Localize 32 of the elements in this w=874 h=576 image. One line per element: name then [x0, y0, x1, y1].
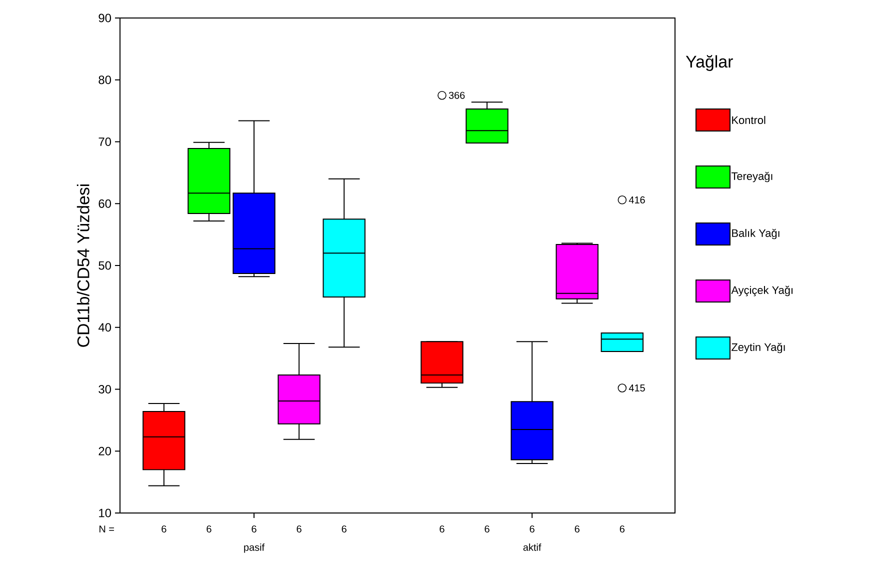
text: 6: [252, 525, 256, 533]
text: N =: [100, 526, 114, 532]
text: 6: [530, 525, 534, 533]
y-tick-label: 90: [98, 14, 112, 22]
text: 6: [484, 525, 490, 533]
text: 6: [342, 525, 346, 533]
y-tick-label: 60: [98, 199, 112, 208]
y-tick-label: 50: [98, 261, 112, 270]
text: 6: [162, 525, 166, 533]
legend-label: Tereyağı: [731, 172, 772, 182]
annotation: 366: [448, 92, 465, 99]
text: 6: [296, 525, 302, 533]
x-tick-label: pasif: [244, 544, 265, 553]
annotation: 416: [628, 196, 645, 204]
y-axis-title: CD11b/CD54 Yüzdesi: [76, 184, 90, 347]
legend-label: Ayçiçek Yağı: [731, 286, 792, 296]
legend-title: Yağlar: [686, 54, 733, 71]
legend-label: Zeytin Yağı: [732, 342, 785, 354]
text: 6: [620, 525, 625, 533]
legend-label: Kontrol: [732, 116, 766, 124]
text: 6: [206, 525, 212, 533]
y-tick-label: 40: [98, 323, 112, 332]
legend-label: Balık Yağı: [732, 228, 780, 240]
annotation: 415: [628, 384, 645, 392]
y-tick-label: 30: [98, 385, 112, 394]
x-tick-label: aktif: [523, 544, 542, 551]
y-tick-label: 70: [98, 138, 112, 146]
y-tick-label: 80: [98, 76, 112, 84]
text: 6: [440, 525, 444, 533]
y-tick-label: 20: [98, 446, 112, 456]
y-tick-label: 10: [99, 508, 112, 518]
text: 6: [574, 525, 580, 533]
